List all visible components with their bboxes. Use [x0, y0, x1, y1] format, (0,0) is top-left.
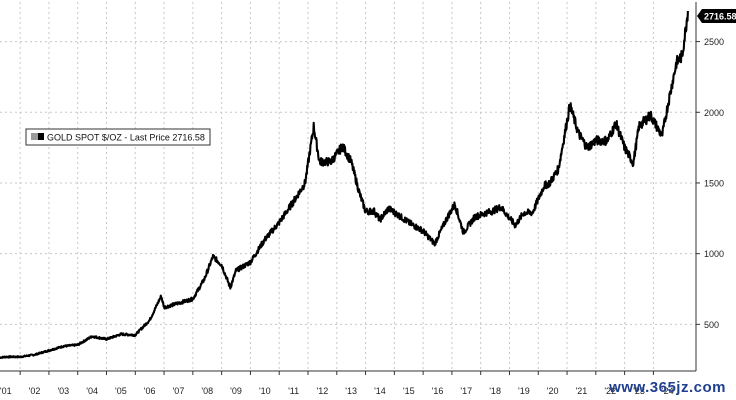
x-tick-label: '18 — [489, 386, 501, 396]
x-tick-label: '20 — [547, 386, 559, 396]
x-tick-label: '10 — [259, 386, 271, 396]
x-tick-label: '08 — [201, 386, 213, 396]
last-price-badge — [697, 9, 736, 23]
legend: GOLD SPOT $/OZ - Last Price 2716.58 — [25, 128, 211, 146]
watermark: www.365jz.com — [609, 379, 726, 396]
legend-swatch-icon — [31, 133, 38, 140]
axes: 500 1000 1500 2000 2500 '01 '02 '03 '04 '05 '06 '07… — [0, 2, 724, 396]
x-tick-label: '23 — [633, 386, 645, 396]
last-price-tag: 2716.58 — [697, 9, 736, 23]
gold-price-series-line — [0, 10, 689, 360]
x-tick-label: '09 — [230, 386, 242, 396]
x-tick-label: '19 — [518, 386, 530, 396]
legend-swatch-icon — [38, 133, 44, 140]
y-tick-label: 500 — [704, 320, 719, 330]
y-tick-label: 1500 — [704, 178, 724, 188]
x-tick-label: '11 — [288, 386, 299, 396]
x-tick-label: '16 — [432, 386, 444, 396]
y-tick-label: 2000 — [704, 108, 724, 118]
x-tick-label: '24 — [662, 386, 674, 396]
x-tick-label: '07 — [173, 386, 185, 396]
x-tick-label: '14 — [374, 386, 386, 396]
y-tick-label: 2500 — [704, 37, 724, 47]
legend-label: GOLD SPOT $/OZ - Last Price 2716.58 — [47, 133, 205, 143]
x-tick-label: '04 — [86, 386, 98, 396]
x-tick-label: '05 — [115, 386, 127, 396]
x-tick-label: '01 — [0, 386, 12, 396]
x-tick-label: '02 — [29, 386, 41, 396]
grid-lines — [0, 2, 696, 371]
price-line-layer — [0, 10, 689, 360]
x-tick-label: '03 — [57, 386, 69, 396]
last-price-value: 2716.58 — [704, 12, 736, 22]
legend-box — [25, 128, 211, 146]
x-tick-label: '13 — [345, 386, 357, 396]
x-tick-label: '12 — [317, 386, 329, 396]
x-tick-label: '06 — [144, 386, 156, 396]
x-tick-label: '17 — [460, 386, 472, 396]
y-tick-label: 1000 — [704, 249, 724, 259]
x-tick-label: '21 — [576, 386, 588, 396]
x-tick-label: '15 — [403, 386, 415, 396]
x-tick-label: '22 — [604, 386, 616, 396]
